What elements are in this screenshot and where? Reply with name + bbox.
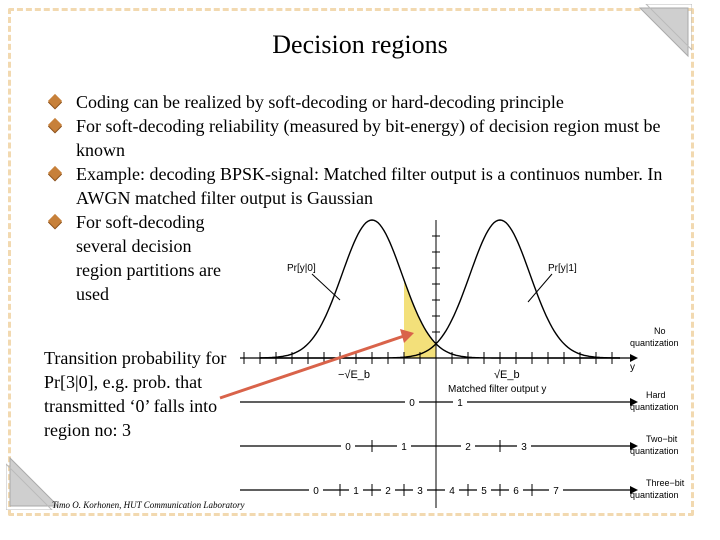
cell-label-bg xyxy=(309,482,323,496)
neg-energy-label: −√E_b xyxy=(338,369,370,381)
pointer-arrowhead xyxy=(400,329,414,343)
pos-energy-label: √E_b xyxy=(494,369,520,381)
center-line-ticks xyxy=(432,235,440,333)
pdf0-curve xyxy=(259,219,620,359)
cell-label-bg xyxy=(405,394,419,408)
corner-decoration-bottom-left xyxy=(6,456,60,510)
region-number: 3 xyxy=(521,442,527,453)
cell-label-bg xyxy=(381,482,395,496)
pdf0-pointer xyxy=(311,273,341,301)
pdf1-label: Pr[y|1] xyxy=(548,263,577,274)
bullet-list: Coding can be realized by soft-decoding … xyxy=(47,90,688,306)
row-label-line2: quantization xyxy=(630,338,679,348)
bullet-text: For soft-decoding reliability (measured … xyxy=(76,116,661,160)
region-number: 1 xyxy=(353,486,359,497)
region-number: 2 xyxy=(465,442,471,453)
row-label-line2: quantization xyxy=(630,490,679,500)
footer-credit: Timo O. Korhonen, HUT Communication Labo… xyxy=(52,500,245,510)
bullet-item: For soft-decoding several decision regio… xyxy=(47,210,236,306)
region-number: 1 xyxy=(401,442,407,453)
region-number: 5 xyxy=(481,486,487,497)
row-label-line1: Two−bit xyxy=(646,434,678,444)
region-number: 1 xyxy=(457,398,463,409)
cell-label-bg xyxy=(397,438,411,452)
matched-filter-output-label: Matched filter output y xyxy=(448,384,546,395)
row-arrowhead xyxy=(630,442,638,450)
cell-label-bg xyxy=(509,482,523,496)
pointer-arrow xyxy=(219,334,405,400)
cell-label-bg xyxy=(349,482,363,496)
region-number: 0 xyxy=(409,398,415,409)
bullet-text: Example: decoding BPSK-signal: Matched f… xyxy=(76,164,663,208)
row-arrowhead xyxy=(630,486,638,494)
region-number: 0 xyxy=(345,442,351,453)
bullet-item: Example: decoding BPSK-signal: Matched f… xyxy=(47,162,676,210)
cell-label-bg xyxy=(517,438,531,452)
cell-label-bg xyxy=(341,438,355,452)
region-number: 2 xyxy=(385,486,391,497)
pdf1-pointer xyxy=(527,273,553,303)
row-label-line1: No xyxy=(654,326,666,336)
cell-label-bg xyxy=(477,482,491,496)
region-number: 4 xyxy=(449,486,455,497)
slide-frame xyxy=(8,8,694,516)
cell-label-bg xyxy=(461,438,475,452)
region-number: 7 xyxy=(553,486,559,497)
corner-decoration-top-right xyxy=(638,4,692,58)
cell-label-bg xyxy=(445,482,459,496)
row-label-line2: quantization xyxy=(630,402,679,412)
bullet-item: For soft-decoding reliability (measured … xyxy=(47,114,666,162)
region-number: 6 xyxy=(513,486,519,497)
slide-title: Decision regions xyxy=(272,30,448,59)
row-no-quantization: y −√E_b √E_b Matched filter output y No … xyxy=(240,326,679,395)
cell-label-bg xyxy=(413,482,427,496)
bullet-text: For soft-decoding several decision regio… xyxy=(76,212,221,304)
region-number: 3 xyxy=(417,486,423,497)
y-axis-label: y xyxy=(630,362,635,373)
quantization-row: 0 1 2 3 4 5 6 7 Three−bit quantization xyxy=(240,478,685,500)
bullet-text: Coding can be realized by soft-decoding … xyxy=(76,92,564,112)
cell-label-bg xyxy=(549,482,563,496)
region-number: 0 xyxy=(313,486,319,497)
quantization-rows: 0 1 Hard quantization 0 1 2 3 Two−bit quantizatio… xyxy=(240,390,685,500)
cell-label-bg xyxy=(453,394,467,408)
pdf0-label: Pr[y|0] xyxy=(287,263,316,274)
transition-probability-text: Transition probability for Pr[3|0], e.g.… xyxy=(44,348,227,440)
bullet-item: Coding can be realized by soft-decoding … xyxy=(47,90,688,114)
row-arrowhead xyxy=(630,398,638,406)
row-label-line1: Hard xyxy=(646,390,666,400)
row-label-line2: quantization xyxy=(630,446,679,456)
highlighted-region-3 xyxy=(404,279,436,358)
quantization-row: 0 1 Hard quantization xyxy=(240,390,679,412)
row-label-line1: Three−bit xyxy=(646,478,685,488)
quantization-row: 0 1 2 3 Two−bit quantization xyxy=(240,434,679,456)
